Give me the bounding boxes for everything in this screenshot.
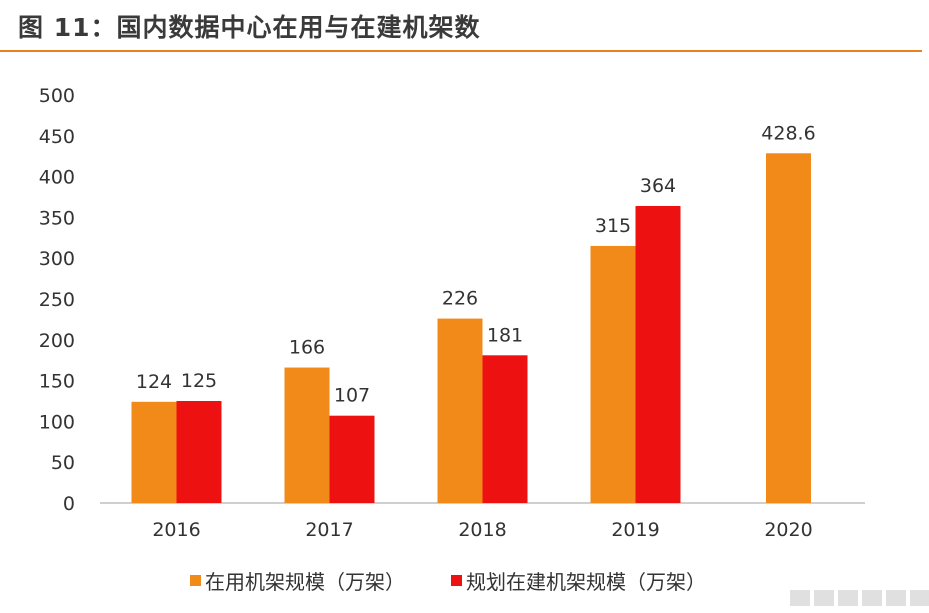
legend-item-planned: 规划在建机架规模（万架） bbox=[451, 566, 706, 595]
bar-planned-2019 bbox=[635, 205, 681, 503]
bar-planned-2016 bbox=[176, 401, 222, 503]
bar-in-use-2016 bbox=[131, 401, 177, 503]
y-tick-label: 400 bbox=[39, 167, 75, 189]
data-label: 226 bbox=[442, 288, 478, 310]
data-label: 428.6 bbox=[761, 122, 815, 144]
y-tick-label: 0 bbox=[63, 493, 75, 515]
y-tick-label: 450 bbox=[39, 126, 75, 148]
legend-label-in-use: 在用机架规模（万架） bbox=[205, 570, 405, 594]
y-tick-label: 300 bbox=[39, 248, 75, 270]
y-tick-label: 200 bbox=[39, 330, 75, 352]
y-tick-label: 100 bbox=[39, 411, 75, 433]
x-tick-label: 2017 bbox=[305, 519, 353, 541]
y-tick-label: 350 bbox=[39, 207, 75, 229]
legend-swatch-in-use bbox=[190, 575, 201, 586]
data-labels: 124 125 166 107 226 181 315 364 428.6 bbox=[136, 122, 816, 406]
data-label: 124 bbox=[136, 371, 172, 393]
data-label: 315 bbox=[595, 215, 631, 237]
x-tick-label: 2019 bbox=[611, 519, 659, 541]
x-axis: 2016 2017 2018 2019 2020 bbox=[100, 502, 865, 541]
legend-item-in-use: 在用机架规模（万架） bbox=[190, 566, 405, 595]
data-label: 125 bbox=[181, 370, 217, 392]
y-tick-label: 50 bbox=[51, 452, 75, 474]
y-tick-label: 250 bbox=[39, 289, 75, 311]
legend-label-planned: 规划在建机架规模（万架） bbox=[466, 570, 706, 594]
bar-in-use-2019 bbox=[590, 245, 636, 503]
data-label: 364 bbox=[640, 175, 676, 197]
bar-planned-2017 bbox=[329, 415, 375, 503]
x-tick-label: 2018 bbox=[458, 519, 506, 541]
data-label: 166 bbox=[289, 337, 325, 359]
title-divider bbox=[0, 50, 922, 52]
x-tick-label: 2020 bbox=[764, 519, 812, 541]
legend-swatch-planned bbox=[451, 575, 462, 586]
y-axis: 0 50 100 150 200 250 300 350 400 450 500 bbox=[39, 85, 75, 515]
bar-in-use-2020 bbox=[766, 153, 811, 504]
chart-title: 图 11：国内数据中心在用与在建机架数 bbox=[18, 13, 481, 42]
data-label: 181 bbox=[487, 324, 523, 346]
y-tick-label: 500 bbox=[39, 85, 75, 107]
bar-in-use-2018 bbox=[437, 318, 483, 503]
x-tick-label: 2016 bbox=[152, 519, 200, 541]
legend: 在用机架规模（万架） 规划在建机架规模（万架） bbox=[190, 566, 706, 595]
data-label: 107 bbox=[334, 385, 370, 407]
bar-in-use-2017 bbox=[284, 367, 330, 503]
watermark bbox=[790, 590, 929, 606]
bars bbox=[131, 153, 811, 504]
y-tick-label: 150 bbox=[39, 371, 75, 393]
bar-planned-2018 bbox=[482, 355, 528, 503]
